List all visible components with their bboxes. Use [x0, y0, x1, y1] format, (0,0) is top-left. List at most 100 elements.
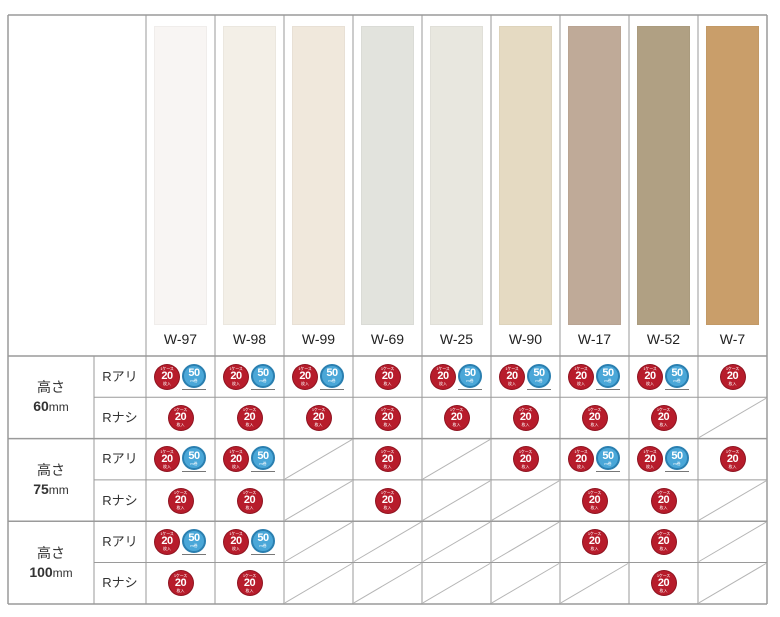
roll-50-badge-wrap: 50 m巻	[251, 528, 275, 555]
availability-cell: 1ケース 20 枚入 50 m巻	[422, 356, 491, 397]
badge-number: 20	[644, 452, 656, 465]
badge-case-text: 1ケース	[656, 490, 671, 496]
availability-cell: 1ケース 20 枚入 50 m巻	[146, 356, 215, 397]
availability-cell: 1ケース 20 枚入	[146, 480, 215, 521]
case-20-badge-icon: 1ケース 20 枚入	[237, 488, 262, 513]
case-20-badge-icon: 1ケース 20 枚入	[651, 488, 676, 513]
badge-number: 50	[602, 367, 614, 380]
case-20-badge-icon: 1ケース 20 枚入	[720, 447, 745, 472]
not-available-slash	[422, 521, 491, 562]
badge-unit: m巻	[190, 543, 198, 549]
color-swatch	[568, 26, 621, 325]
availability-cell: 1ケース 20 枚入	[629, 521, 698, 562]
badge-number: 20	[381, 370, 394, 383]
availability-cell: 1ケース 20 枚入 50 m巻	[146, 521, 215, 562]
availability-cell: 1ケース 20 枚入	[629, 563, 698, 604]
badge-unit: m巻	[259, 460, 267, 466]
badge-unit: 枚入	[521, 463, 530, 469]
case-20-badge-icon: 1ケース 20 枚入	[224, 529, 248, 554]
height-unit: mm	[52, 565, 73, 580]
badge-unit: 枚入	[659, 505, 668, 511]
color-code-label: W-7	[719, 331, 746, 347]
badge-unit: 枚入	[301, 381, 309, 387]
height-unit: mm	[48, 400, 69, 415]
color-code-label: W-52	[646, 331, 681, 347]
badge-case-text: 1ケース	[229, 366, 243, 372]
availability-cell: 1ケース 20 枚入 50 m巻	[629, 439, 698, 480]
badge-number: 50	[257, 367, 269, 380]
roll-50m-badge-icon: 50 m巻	[527, 363, 551, 388]
roll-50m-badge-icon: 50 m巻	[251, 363, 275, 388]
badge-number: 20	[161, 535, 173, 548]
case-20-badge-icon: 1ケース 20 枚入	[168, 405, 193, 430]
badge-case-text: 1ケース	[380, 448, 395, 454]
badge-number: 20	[161, 452, 173, 465]
r-type-label: Rアリ	[102, 533, 138, 549]
height-value: 100mm	[8, 563, 94, 583]
badge-unit: m巻	[604, 378, 612, 384]
badge-case-text: 1ケース	[436, 366, 450, 372]
badge-number: 20	[657, 535, 670, 548]
badge-unit: 枚入	[383, 381, 392, 387]
height-label-prefix: 高さ	[37, 461, 65, 478]
color-swatch	[223, 26, 276, 325]
availability-cell: 1ケース 20 枚入 50 m巻	[629, 356, 698, 397]
badge-unit: m巻	[259, 378, 267, 384]
badge-number: 20	[450, 411, 463, 424]
badge-case-text: 1ケース	[643, 448, 657, 454]
badge-unit: 枚入	[245, 587, 254, 593]
not-available-slash	[353, 563, 422, 604]
badge-case-text: 1ケース	[311, 407, 326, 413]
badge-case-text: 1ケース	[656, 572, 671, 578]
height-number: 75	[33, 480, 49, 497]
availability-cell: 1ケース 20 枚入 50 m巻	[284, 356, 353, 397]
availability-cell: 1ケース 20 枚入 50 m巻	[215, 521, 284, 562]
availability-cell: 1ケース 20 枚入	[353, 480, 422, 521]
height-group-label: 高さ 100mm	[8, 544, 94, 583]
availability-cell: 1ケース 20 枚入	[146, 563, 215, 604]
case-20-badge-icon: 1ケース 20 枚入	[375, 488, 400, 513]
r-type-label: Rナシ	[102, 492, 138, 508]
not-available-slash	[698, 397, 767, 439]
badge-unit: 枚入	[314, 422, 323, 428]
roll-50-badge-wrap: 50 m巻	[665, 363, 689, 390]
roll-50m-badge-icon: 50 m巻	[320, 363, 344, 388]
color-swatch	[292, 26, 345, 325]
height-unit: mm	[48, 482, 69, 497]
badge-case-text: 1ケース	[518, 407, 533, 413]
badge-case-text: 1ケース	[587, 407, 602, 413]
availability-cell: 1ケース 20 枚入	[215, 480, 284, 521]
case-20-badge-icon: 1ケース 20 枚入	[155, 447, 179, 472]
roll-50-badge-wrap: 50 m巻	[458, 363, 482, 390]
badge-number: 50	[671, 449, 683, 462]
badge-unit: 枚入	[590, 546, 599, 552]
color-code-label: W-17	[577, 331, 612, 347]
case-20-badge-icon: 1ケース 20 枚入	[582, 529, 607, 554]
not-available-slash	[698, 521, 767, 562]
badge-unit: m巻	[190, 378, 198, 384]
availability-cell: 1ケース 20 枚入	[491, 397, 560, 438]
availability-cell: 1ケース 20 枚入	[353, 356, 422, 397]
badge-number: 20	[519, 452, 532, 465]
badge-number: 20	[657, 411, 670, 424]
height-number: 60	[33, 398, 49, 415]
availability-cell: 1ケース 20 枚入 50 m巻	[560, 439, 629, 480]
badge-unit: 枚入	[176, 587, 185, 593]
badge-unit: 枚入	[521, 422, 530, 428]
badge-unit: 枚入	[728, 463, 737, 469]
height-value: 75mm	[8, 480, 94, 500]
badge-unit: 枚入	[439, 381, 447, 387]
badge-number: 20	[588, 411, 601, 424]
badge-case-text: 1ケース	[160, 531, 174, 537]
roll-50-badge-wrap: 50 m巻	[596, 446, 620, 473]
badge-unit: 枚入	[646, 381, 654, 387]
not-available-slash	[422, 439, 491, 480]
badge-unit: 枚入	[163, 463, 171, 469]
color-swatch	[499, 26, 552, 325]
badge-case-text: 1ケース	[242, 407, 257, 413]
badge-unit: m巻	[190, 460, 198, 466]
case-20-badge-icon: 1ケース 20 枚入	[155, 364, 179, 389]
badge-number: 20	[726, 452, 739, 465]
badge-unit: 枚入	[452, 422, 461, 428]
